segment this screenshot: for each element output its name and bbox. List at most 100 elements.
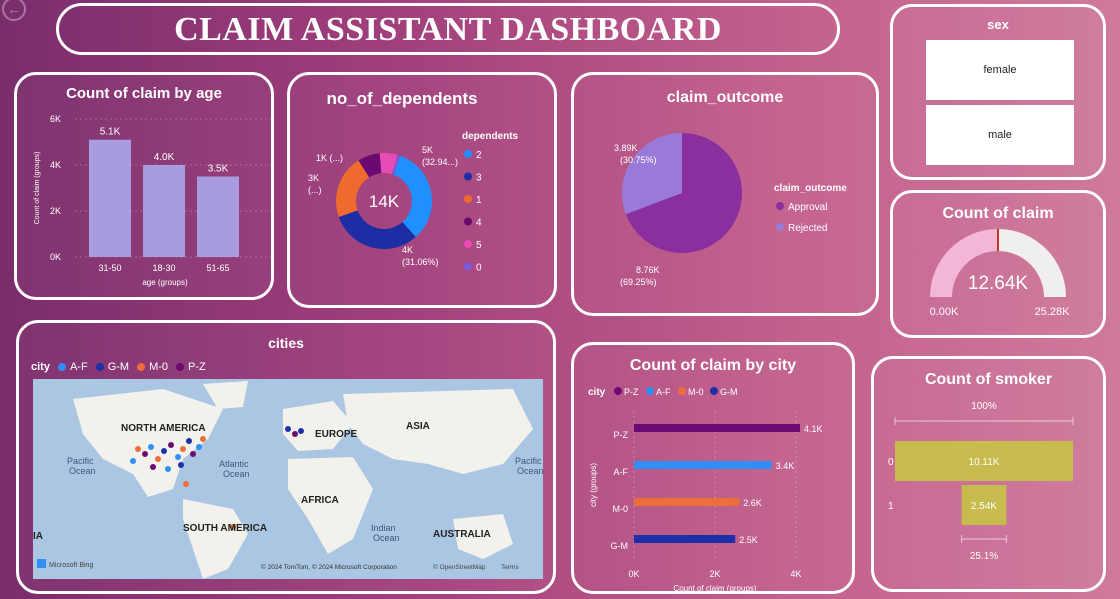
dependents-slice [393, 155, 432, 238]
age-bar-value-label: 5.1K [100, 127, 121, 138]
count-claim-gauge: 12.64K 0.00K 25.28K [930, 229, 1070, 318]
map-label-north-america: NORTH AMERICA [121, 423, 206, 434]
dependents-slice [358, 153, 382, 178]
dependents-data-label: 5K [422, 145, 433, 155]
city-xtick-label: 4K [790, 569, 801, 579]
cities-legend-pz[interactable]: P-Z [188, 361, 206, 373]
city-points [130, 426, 304, 530]
cities-map-card: cities city A-F G-M M-0 P-Z [16, 320, 556, 594]
legend-dot-icon [176, 363, 185, 371]
city-point [200, 436, 206, 442]
dependents-legend-label: 5 [476, 240, 482, 251]
outcome-legend-label: Approval [788, 202, 827, 213]
gauge-min-label: 0.00K [930, 306, 959, 318]
age-ytick-label: 0K [50, 252, 61, 262]
outcome-title: claim_outcome [666, 89, 784, 106]
map-terms-link: Terms [501, 564, 519, 571]
city-bar-value-label: 2.5K [739, 535, 758, 545]
city-point [135, 446, 141, 452]
age-bar [89, 139, 131, 257]
city-category-label: G-M [611, 541, 629, 551]
gauge-value: 12.64K [968, 273, 1029, 294]
age-category-label: 51-65 [206, 263, 229, 273]
city-point [196, 444, 202, 450]
map-label-europe: EUROPE [315, 429, 358, 440]
map-osm-link: © OpenStreetMap [433, 563, 486, 571]
city-bar [634, 424, 801, 432]
map-copyright: © 2024 TomTom, © 2024 Microsoft Corporat… [261, 563, 397, 571]
smoker-bar-value-label: 10.11K [969, 457, 1000, 468]
dependents-card: no_of_dependents 14K 5K (32.94...) 4K (31.06… [287, 72, 557, 308]
bing-logo-icon [37, 559, 46, 568]
back-arrow-icon[interactable]: ← [2, 0, 26, 21]
smoker-category-label: 0 [888, 457, 894, 468]
dependents-data-label: (32.94...) [422, 157, 458, 167]
cities-legend-m0[interactable]: M-0 [149, 361, 169, 373]
world-map[interactable]: NORTH AMERICA EUROPE ASIA AFRICA SOUTH A… [33, 379, 543, 579]
age-bar-chart: 6K 4K 2K 0K 5.1K 31-50 4.0K 18-30 3.5K 51-65 age (… [34, 114, 271, 287]
city-legend-dot-icon [614, 387, 622, 395]
city-chart-title: Count of claim by city [629, 357, 797, 374]
cities-legend-gm[interactable]: G-M [107, 361, 130, 373]
page-title: CLAIM ASSISTANT DASHBOARD [56, 3, 840, 55]
sex-option-male[interactable]: male [926, 105, 1074, 165]
dependents-data-label: (31.06%) [402, 257, 439, 267]
map-label-atlantic: Atlantic [219, 459, 249, 469]
city-point [161, 448, 167, 454]
dependents-legend-dot-icon [464, 240, 472, 248]
outcome-slice [625, 133, 742, 253]
map-label-pacific-right: Pacific [515, 456, 542, 466]
city-point [186, 438, 192, 444]
map-label-africa: AFRICA [301, 495, 339, 506]
dependents-title: no_of_dependents [326, 89, 478, 108]
outcome-legend-dot-icon [776, 202, 784, 210]
city-point [292, 431, 298, 437]
city-point [180, 446, 186, 452]
city-x-axis-label: Count of claim (groups) [673, 584, 756, 591]
dependents-donut-chart: 14K 5K (32.94...) 4K (31.06%) 3K (...) 1K (...)… [308, 131, 519, 274]
city-point [148, 444, 154, 450]
dependents-data-label: 1K (...) [316, 153, 343, 163]
city-legend-label: P-Z [624, 387, 639, 397]
map-label-ia: IA [33, 531, 43, 542]
city-legend-label: A-F [656, 387, 671, 397]
gauge-empty-arc [998, 229, 1066, 297]
age-ytick-label: 4K [50, 160, 61, 170]
dependents-slice [336, 160, 370, 218]
city-point [183, 481, 189, 487]
city-point [168, 442, 174, 448]
map-label-pacific-right-ocean: Ocean [517, 466, 543, 476]
south-america-shape [183, 499, 248, 579]
map-label-atlantic-ocean: Ocean [223, 469, 250, 479]
outcome-data-label: (30.75%) [620, 155, 657, 165]
north-america-shape [73, 389, 223, 497]
greenland-shape [203, 381, 248, 409]
city-legend-dot-icon [710, 387, 718, 395]
dependents-data-label: 3K [308, 173, 319, 183]
outcome-data-label: 3.89K [614, 143, 638, 153]
city-category-label: P-Z [614, 430, 629, 440]
cities-legend-af[interactable]: A-F [69, 361, 88, 373]
dependents-slice [338, 210, 416, 249]
city-point [285, 426, 291, 432]
smoker-funnel-bar [961, 485, 1007, 525]
dependents-legend-label: 3 [476, 173, 482, 184]
legend-dot-icon [95, 363, 104, 371]
city-chart-card: Count of claim by city city P-Z A-F M-0 G-M 0… [571, 342, 855, 594]
age-bar-value-label: 3.5K [208, 164, 229, 175]
map-label-indian: Indian [371, 523, 396, 533]
cities-title: cities [268, 335, 304, 351]
city-category-label: A-F [614, 467, 629, 477]
dependents-legend-label: 0 [476, 263, 482, 274]
world-map-canvas: NORTH AMERICA EUROPE ASIA AFRICA SOUTH A… [33, 381, 543, 579]
dependents-legend-label: 4 [476, 218, 482, 229]
sex-title: sex [987, 17, 1009, 32]
outcome-pie-chart: 3.89K (30.75%) 8.76K (69.25%) claim_outcome A… [614, 133, 847, 287]
smoker-category-label: 1 [888, 501, 894, 512]
sex-option-female[interactable]: female [926, 40, 1074, 100]
map-label-indian-ocean: Ocean [373, 533, 400, 543]
city-point [130, 458, 136, 464]
outcome-data-label: 8.76K [636, 265, 660, 275]
map-label-asia: ASIA [406, 421, 430, 432]
map-label-pacific-ocean: Ocean [69, 466, 96, 476]
